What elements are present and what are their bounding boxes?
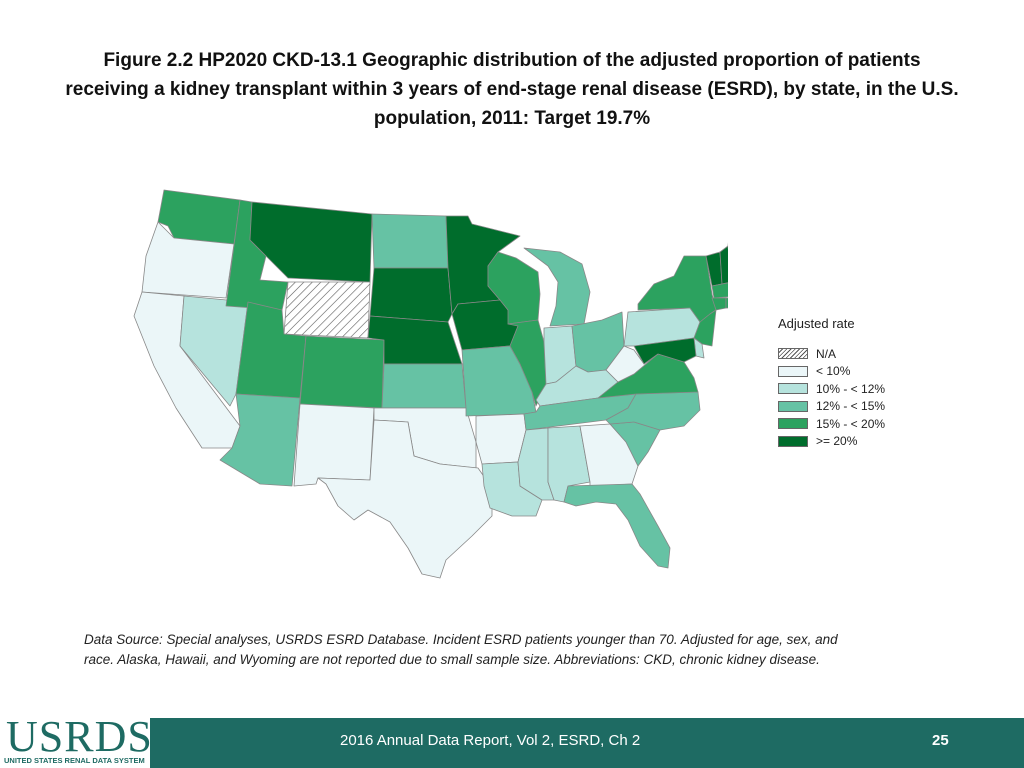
usrds-logo: USRDS UNITED STATES RENAL DATA SYSTEM <box>0 714 150 768</box>
title-line-1: Figure 2.2 HP2020 CKD-13.1 Geographic di… <box>10 46 1014 75</box>
legend-item-c5: >= 20% <box>778 433 885 451</box>
legend-swatch <box>778 383 808 394</box>
legend-label: 15% - < 20% <box>816 417 885 431</box>
map-svg <box>128 186 728 586</box>
footnote-line-1: Data Source: Special analyses, USRDS ESR… <box>84 630 944 650</box>
title-line-3: population, 2011: Target 19.7% <box>10 104 1014 133</box>
state-wy <box>284 282 370 338</box>
state-mt <box>250 202 372 282</box>
state-nm <box>294 404 374 486</box>
state-co <box>300 336 384 408</box>
state-sd <box>370 268 452 322</box>
legend-item-c1: < 10% <box>778 363 885 381</box>
page-number: 25 <box>932 732 949 749</box>
legend-swatch <box>778 436 808 447</box>
legend-swatch <box>778 348 808 359</box>
footer-report-label: 2016 Annual Data Report, Vol 2, ESRD, Ch… <box>340 732 640 749</box>
state-ri <box>726 298 728 308</box>
logo-wordmark: USRDS <box>6 714 153 760</box>
state-fl <box>564 484 670 568</box>
legend-label: >= 20% <box>816 434 857 448</box>
legend-swatch <box>778 401 808 412</box>
footnote-line-2: race. Alaska, Hawaii, and Wyoming are no… <box>84 650 944 670</box>
legend-swatch <box>778 418 808 429</box>
legend-label: < 10% <box>816 364 850 378</box>
legend-label: N/A <box>816 347 836 361</box>
legend-title: Adjusted rate <box>778 316 885 331</box>
title-line-2: receiving a kidney transplant within 3 y… <box>10 75 1014 104</box>
state-ar <box>476 414 526 464</box>
us-state-map <box>128 186 728 586</box>
legend-item-na: N/A <box>778 345 885 363</box>
map-legend: Adjusted rate N/A < 10% 10% - < 12% 12% - <… <box>778 316 885 450</box>
state-ks <box>382 364 466 408</box>
legend-item-c3: 12% - < 15% <box>778 398 885 416</box>
legend-label: 12% - < 15% <box>816 399 885 413</box>
data-source-footnote: Data Source: Special analyses, USRDS ESR… <box>84 630 944 670</box>
legend-item-c4: 15% - < 20% <box>778 415 885 433</box>
figure-title: Figure 2.2 HP2020 CKD-13.1 Geographic di… <box>10 46 1014 133</box>
legend-item-c2: 10% - < 12% <box>778 380 885 398</box>
legend-label: 10% - < 12% <box>816 382 885 396</box>
state-nd <box>372 214 448 268</box>
legend-swatch <box>778 366 808 377</box>
logo-subtitle: UNITED STATES RENAL DATA SYSTEM <box>4 756 145 765</box>
